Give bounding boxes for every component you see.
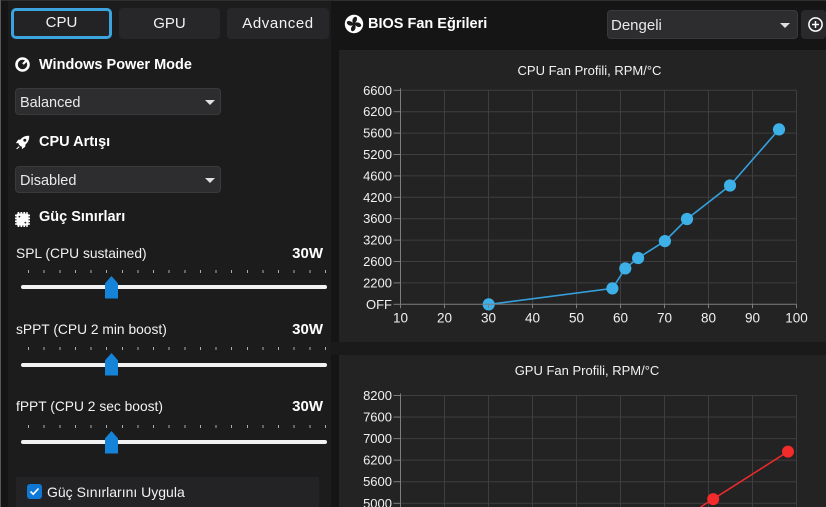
svg-text:2600: 2600 — [363, 254, 392, 269]
svg-text:20: 20 — [437, 310, 452, 325]
svg-text:6200: 6200 — [363, 104, 392, 119]
svg-text:3600: 3600 — [363, 211, 392, 226]
svg-text:7000: 7000 — [363, 431, 392, 446]
svg-text:50: 50 — [569, 310, 584, 325]
svg-text:60: 60 — [613, 310, 628, 325]
svg-text:5600: 5600 — [363, 126, 392, 141]
svg-text:3200: 3200 — [363, 233, 392, 248]
svg-text:8200: 8200 — [363, 388, 392, 403]
svg-text:5000: 5000 — [363, 496, 392, 507]
svg-text:40: 40 — [525, 310, 540, 325]
svg-text:6200: 6200 — [363, 453, 392, 468]
svg-text:70: 70 — [657, 310, 672, 325]
svg-text:7600: 7600 — [363, 410, 392, 425]
svg-text:10: 10 — [393, 310, 408, 325]
svg-text:OFF: OFF — [366, 297, 392, 312]
svg-text:6600: 6600 — [363, 83, 392, 98]
svg-text:5200: 5200 — [363, 147, 392, 162]
svg-text:100: 100 — [785, 310, 808, 325]
svg-text:30: 30 — [481, 310, 496, 325]
svg-text:CPU Fan Profili, RPM/°C: CPU Fan Profili, RPM/°C — [518, 63, 662, 78]
svg-text:4600: 4600 — [363, 168, 392, 183]
svg-text:5600: 5600 — [363, 474, 392, 489]
svg-text:4200: 4200 — [363, 190, 392, 205]
svg-text:90: 90 — [745, 310, 760, 325]
svg-text:80: 80 — [701, 310, 716, 325]
svg-text:2200: 2200 — [363, 275, 392, 290]
svg-text:GPU Fan Profili, RPM/°C: GPU Fan Profili, RPM/°C — [515, 363, 660, 378]
